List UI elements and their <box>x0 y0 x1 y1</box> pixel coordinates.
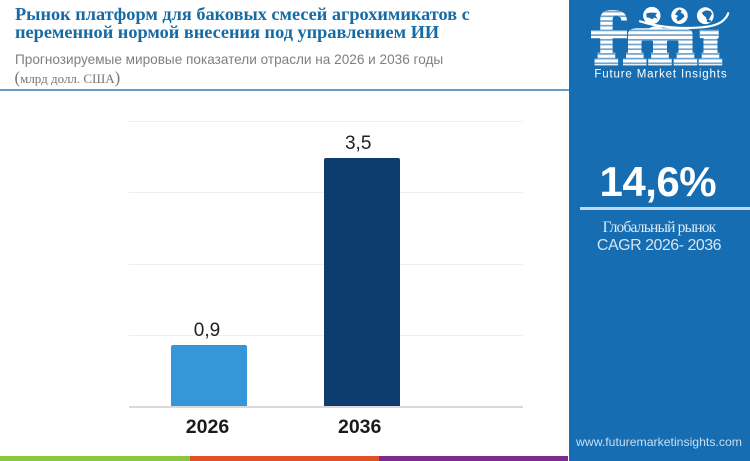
svg-text:Future Market Insights: Future Market Insights <box>594 69 727 81</box>
